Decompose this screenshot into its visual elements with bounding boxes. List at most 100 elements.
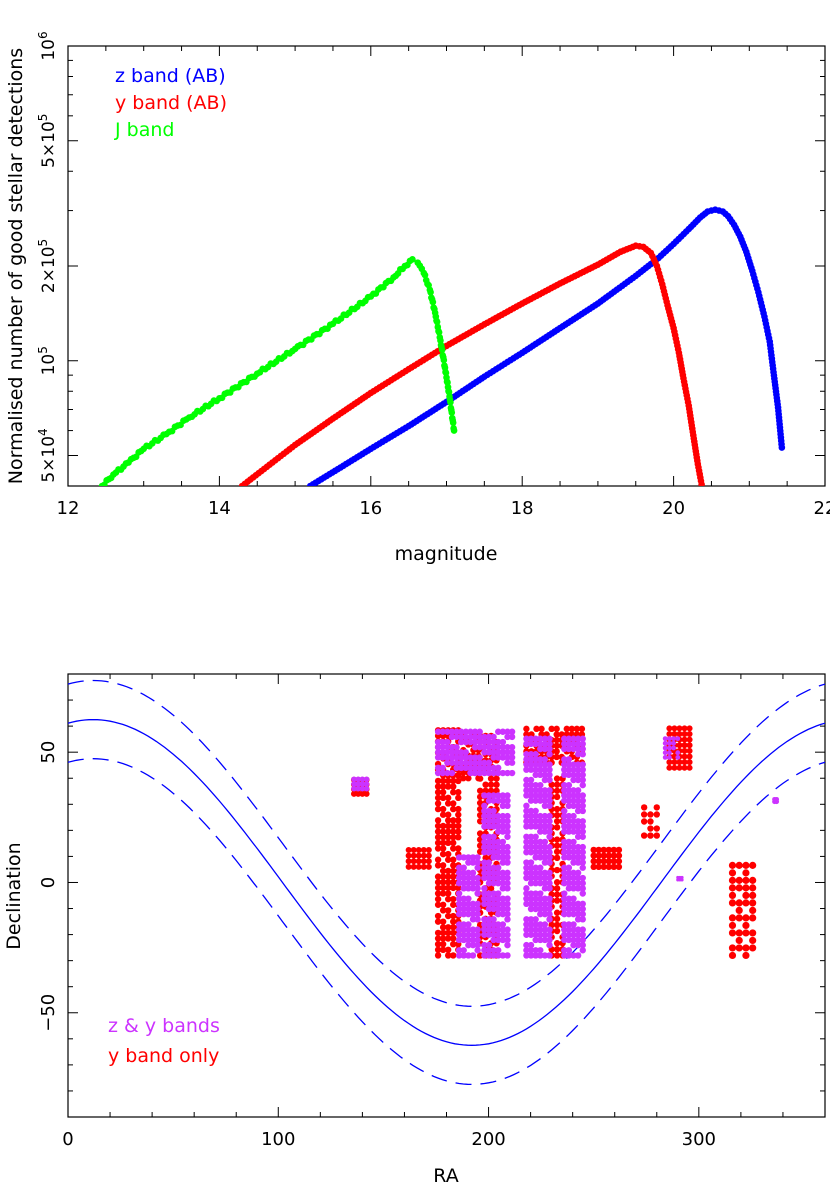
coverage-dot (434, 805, 442, 813)
coverage-dot (537, 823, 544, 830)
coverage-dot (471, 733, 479, 741)
coverage-dot (455, 890, 463, 897)
coverage-dot (527, 869, 535, 877)
coverage-dot (681, 731, 688, 738)
coverage-dot (455, 952, 463, 959)
coverage-dot (481, 738, 488, 746)
coverage-dot (574, 885, 582, 892)
coverage-dot (728, 921, 737, 930)
coverage-dot (671, 731, 678, 738)
coverage-dot (355, 781, 361, 787)
coverage-dot (450, 856, 457, 863)
coverage-dot (434, 862, 442, 869)
coverage-dot (565, 802, 573, 810)
coverage-dot (532, 797, 539, 804)
coverage-dot (553, 775, 561, 782)
coverage-dot (595, 846, 602, 854)
coverage-dot (460, 885, 467, 892)
sky-coverage-chart: 0 100 200 300 −50 0 50 z & y bands y band only… (3, 673, 826, 1187)
coverage-dot (578, 725, 586, 733)
coverage-dot (504, 849, 511, 856)
coverage-dot (474, 905, 481, 913)
coverage-dot (570, 766, 577, 773)
coverage-dot (504, 874, 511, 882)
coverage-dot (570, 895, 577, 902)
coverage-dot (455, 845, 462, 852)
coverage-dot (728, 929, 737, 937)
coverage-dot (469, 900, 477, 908)
coverage-dot (728, 869, 737, 877)
coverage-dot (561, 936, 568, 944)
coverage-dot (579, 941, 586, 949)
coverage-dot (541, 859, 549, 866)
coverage-dot (455, 947, 463, 954)
coverage-dot (434, 940, 442, 948)
coverage-dot (647, 832, 654, 839)
coverage-dot (434, 890, 442, 897)
coverage-dot (439, 946, 447, 954)
coverage-dot (749, 914, 757, 922)
coverage-dot (499, 880, 507, 887)
coverage-dot (546, 859, 553, 866)
coverage-dot (495, 947, 502, 954)
coverage-dot (499, 874, 507, 882)
data-point (447, 398, 454, 406)
coverage-dot (439, 789, 447, 796)
coverage-dot (527, 740, 535, 748)
coverage-dot (570, 885, 577, 892)
x-tick-label: 20 (662, 498, 685, 519)
coverage-dot (600, 852, 607, 859)
coverage-dot (561, 807, 568, 815)
coverage-dot (499, 900, 507, 908)
coverage-dot (444, 828, 452, 835)
top-y-ticks: 5×104 105 2×105 5×105 106 (36, 31, 825, 487)
coverage-dot (425, 852, 432, 859)
coverage-dot (448, 769, 456, 777)
coverage-dot (579, 776, 586, 784)
coverage-dot (574, 874, 582, 882)
coverage-dot (553, 921, 561, 929)
coverage-dot (434, 912, 442, 920)
coverage-dot (532, 890, 539, 897)
coverage-dot (448, 754, 456, 761)
coverage-dot (485, 749, 493, 756)
coverage-dot (465, 952, 472, 959)
coverage-dot (570, 812, 577, 820)
coverage-dot (579, 900, 586, 908)
coverage-dot (455, 864, 463, 871)
coverage-dot (467, 754, 474, 761)
coverage-dot (615, 863, 623, 871)
coverage-dot (561, 931, 568, 938)
coverage-dot (574, 941, 582, 949)
coverage-dot (444, 754, 451, 761)
coverage-dot (469, 905, 477, 913)
coverage-dot (448, 759, 456, 766)
coverage-dot (527, 807, 535, 815)
coverage-dot (439, 794, 447, 802)
coverage-dot (565, 797, 573, 804)
coverage-dot (444, 744, 451, 751)
coverage-dot (448, 744, 456, 751)
coverage-dot (553, 824, 561, 831)
coverage-dot (450, 884, 457, 892)
y-tick-label: 106 (36, 31, 59, 60)
data-point (409, 256, 416, 263)
coverage-dot (570, 818, 577, 825)
y-tick-label: 2×105 (36, 239, 59, 293)
coverage-dot (495, 823, 502, 830)
coverage-dot (523, 864, 530, 871)
coverage-dot (504, 728, 511, 735)
coverage-dot (574, 761, 582, 768)
coverage-dot (541, 761, 549, 768)
coverage-dot (565, 854, 573, 861)
coverage-dot (541, 885, 549, 892)
coverage-dot (458, 733, 465, 741)
coverage-dot (474, 880, 481, 887)
coverage-dot (728, 899, 737, 907)
coverage-dot (450, 834, 457, 841)
coverage-dot (523, 833, 530, 840)
coverage-dot (495, 749, 502, 756)
coverage-dot (579, 797, 586, 804)
coverage-dot (579, 781, 586, 789)
coverage-dot (455, 794, 462, 802)
